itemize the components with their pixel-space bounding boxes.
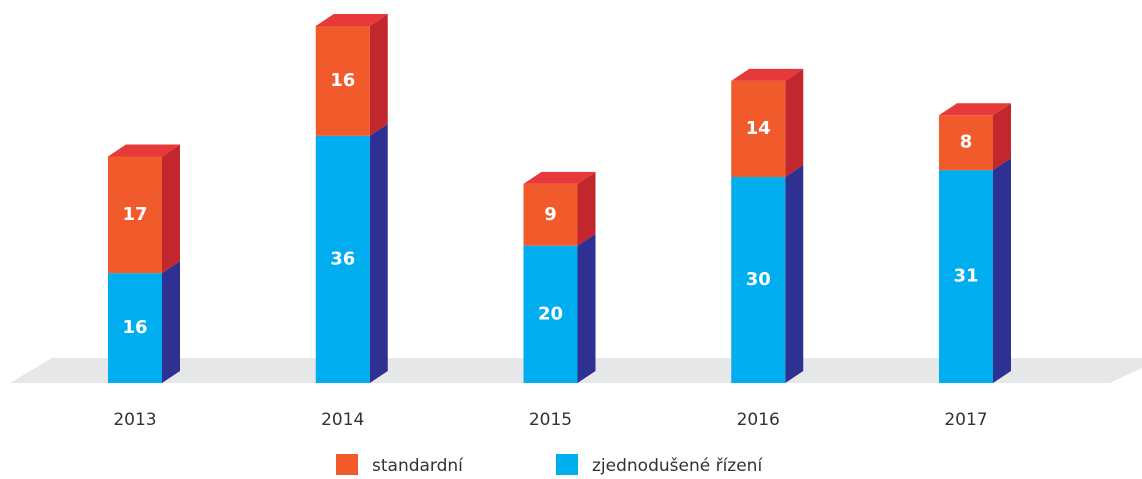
bar-top: [939, 103, 1011, 116]
value-label: 17: [122, 204, 147, 225]
value-label: 20: [538, 303, 563, 324]
value-label: 30: [746, 269, 771, 290]
bar-side: [369, 123, 388, 383]
value-label: 36: [330, 248, 355, 269]
bar-side: [577, 171, 596, 246]
bar: [108, 273, 162, 383]
legend-label: standardní: [372, 456, 464, 475]
bar: [315, 26, 370, 136]
legend-label: zjednodušené řízení: [592, 456, 763, 475]
value-label: 16: [122, 317, 147, 338]
bar-top: [523, 171, 596, 184]
bar: [939, 170, 993, 383]
bar-side: [162, 261, 180, 383]
bar: [939, 115, 993, 171]
bar: [731, 80, 786, 178]
bar-side: [785, 165, 804, 383]
bar-top: [108, 144, 180, 157]
bar: [523, 183, 578, 246]
x-tick-label: 2015: [529, 410, 572, 430]
legend-swatch: [336, 454, 358, 476]
bar-side: [993, 103, 1011, 171]
bar-side: [369, 14, 388, 136]
bar: [523, 245, 578, 383]
legend-swatch: [556, 454, 578, 476]
bar-top: [315, 14, 388, 26]
value-label: 16: [330, 70, 355, 91]
bar-top: [731, 68, 804, 81]
bar-side: [785, 68, 804, 178]
bar: [731, 177, 786, 383]
x-tick-label: 2017: [944, 410, 987, 430]
bar-side: [162, 144, 180, 274]
x-tick-label: 2014: [321, 410, 364, 430]
value-label: 14: [746, 118, 771, 139]
bar-side: [993, 158, 1011, 383]
bar: [108, 156, 162, 274]
bar: [315, 135, 370, 383]
bar-side: [577, 233, 596, 383]
value-label: 31: [953, 266, 978, 287]
x-tick-label: 2016: [737, 410, 780, 430]
value-label: 9: [544, 204, 557, 225]
value-label: 8: [960, 132, 973, 153]
x-tick-label: 2013: [113, 410, 156, 430]
